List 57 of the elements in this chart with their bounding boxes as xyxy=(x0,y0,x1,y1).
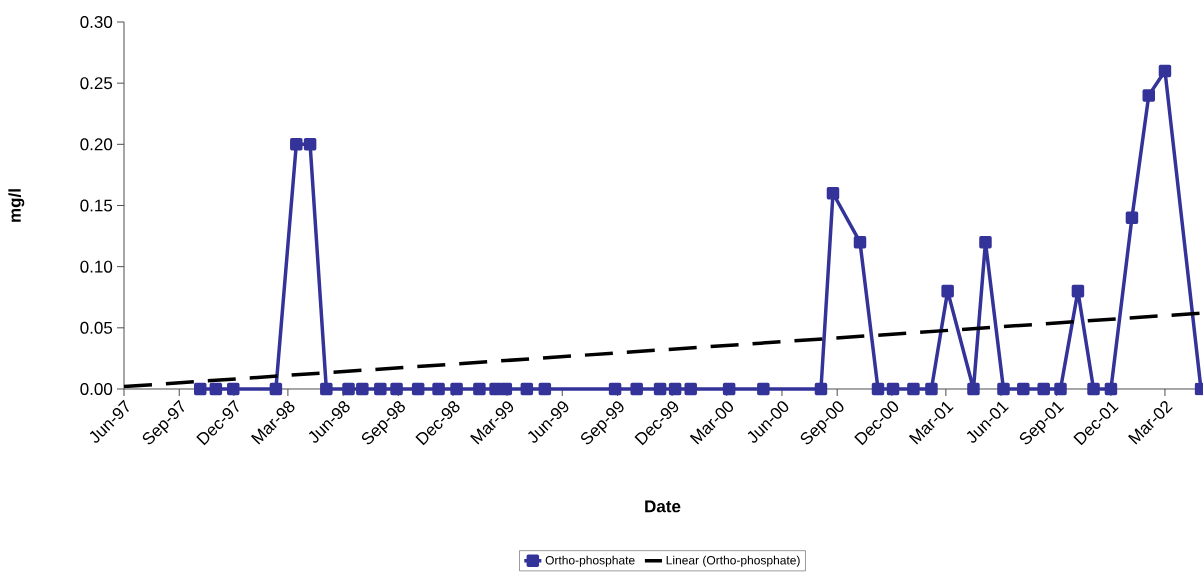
point xyxy=(1104,382,1118,396)
point xyxy=(320,382,333,396)
point xyxy=(1125,211,1139,224)
y-tick-label: 0.05 xyxy=(80,321,113,334)
point xyxy=(342,382,355,396)
x-axis-title: Date xyxy=(645,500,681,513)
point xyxy=(1087,382,1100,396)
point xyxy=(1158,64,1172,78)
point xyxy=(538,382,552,396)
point xyxy=(967,382,980,396)
point xyxy=(520,382,534,396)
point xyxy=(194,382,207,396)
point xyxy=(1037,382,1050,396)
point xyxy=(1054,382,1067,396)
point xyxy=(1071,284,1085,298)
point xyxy=(630,382,643,396)
y-tick-label: 0.30 xyxy=(80,15,113,29)
point xyxy=(489,382,502,396)
point xyxy=(757,382,770,396)
point xyxy=(684,382,697,396)
point xyxy=(356,382,369,396)
point xyxy=(668,382,682,396)
point xyxy=(411,382,425,396)
point xyxy=(1017,382,1030,396)
point xyxy=(722,382,736,396)
legend-label: Ortho-phosphate xyxy=(545,555,635,567)
point xyxy=(826,187,840,200)
point xyxy=(209,382,223,396)
point xyxy=(227,382,240,396)
legend-label: Linear (Ortho-phosphate) xyxy=(666,555,800,567)
point xyxy=(1142,89,1156,102)
point xyxy=(941,284,954,298)
point xyxy=(450,382,463,396)
point xyxy=(653,382,667,396)
point xyxy=(853,235,867,249)
point xyxy=(499,382,513,396)
point xyxy=(269,382,283,396)
y-tick-label: 0.20 xyxy=(80,138,113,151)
point xyxy=(925,382,938,396)
point xyxy=(390,382,403,396)
point xyxy=(608,382,622,396)
point xyxy=(997,382,1010,396)
y-tick-label: 0.15 xyxy=(80,199,113,212)
point xyxy=(907,382,920,396)
y-axis-title: mg/l xyxy=(8,189,25,222)
y-tick-label: 0.10 xyxy=(80,260,113,273)
point xyxy=(814,382,828,396)
y-tick-label: 0.00 xyxy=(80,382,113,396)
point xyxy=(886,382,900,396)
y-tick-label: 0.25 xyxy=(80,77,113,90)
point xyxy=(432,382,445,396)
point xyxy=(473,382,486,396)
point xyxy=(979,235,992,249)
point xyxy=(303,138,317,151)
point xyxy=(374,382,387,396)
point xyxy=(290,138,303,151)
point xyxy=(871,382,885,396)
